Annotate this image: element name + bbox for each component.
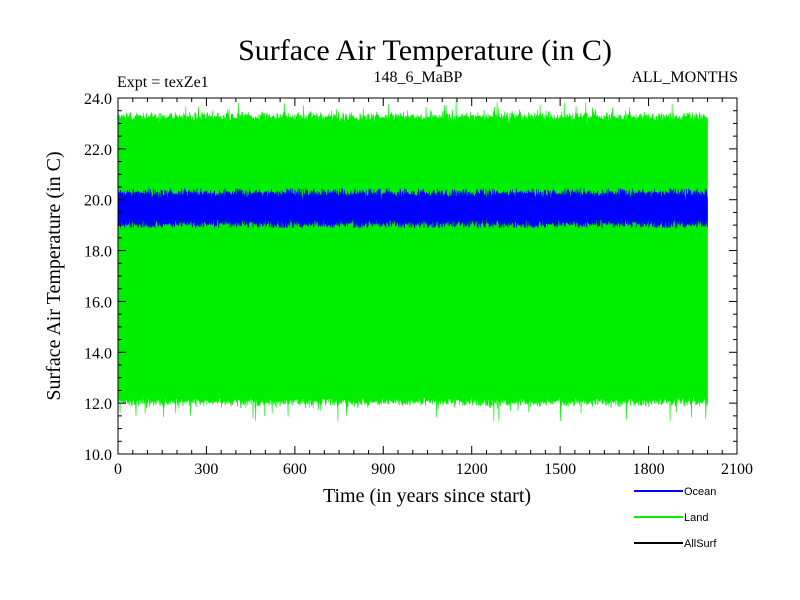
y-tick-label: 16.0 (84, 294, 112, 311)
x-tick-label: 1800 (633, 461, 665, 478)
chart-subtitle-right: ALL_MONTHS (631, 69, 738, 86)
y-tick-label: 20.0 (84, 193, 112, 210)
x-tick-label: 600 (283, 461, 307, 478)
series-land-band (117, 100, 708, 421)
legend-label-land: Land (684, 512, 708, 524)
series-layer (117, 100, 708, 421)
series-ocean-band (117, 188, 708, 229)
x-tick-label: 900 (371, 461, 395, 478)
chart-subtitle-left: Expt = texZe1 (117, 74, 209, 91)
x-tick-label: 2100 (721, 461, 753, 478)
x-tick-label: 300 (194, 461, 218, 478)
x-tick-label: 1500 (544, 461, 576, 478)
y-tick-label: 14.0 (84, 345, 112, 362)
legend: Ocean Land AllSurf (634, 486, 717, 550)
x-tick-label: 0 (114, 461, 122, 478)
y-tick-label: 18.0 (84, 244, 112, 261)
y-tick-label: 12.0 (84, 396, 112, 413)
x-axis-label: Time (in years since start) (323, 485, 531, 507)
chart-subtitle-center: 148_6_MaBP (374, 69, 463, 86)
x-tick-label: 1200 (456, 461, 488, 478)
y-tick-label: 22.0 (84, 142, 112, 159)
legend-label-ocean: Ocean (684, 486, 716, 498)
chart-title: Surface Air Temperature (in C) (238, 34, 612, 67)
y-tick-label: 24.0 (84, 91, 112, 108)
y-tick-label: 10.0 (84, 447, 112, 464)
y-axis-label: Surface Air Temperature (in C) (43, 151, 65, 400)
axes-ticks: 0 300 600 900 1200 1500 1800 2100 10.0 12.0 14.0 16… (84, 91, 753, 478)
legend-label-allsurf: AllSurf (684, 538, 717, 550)
